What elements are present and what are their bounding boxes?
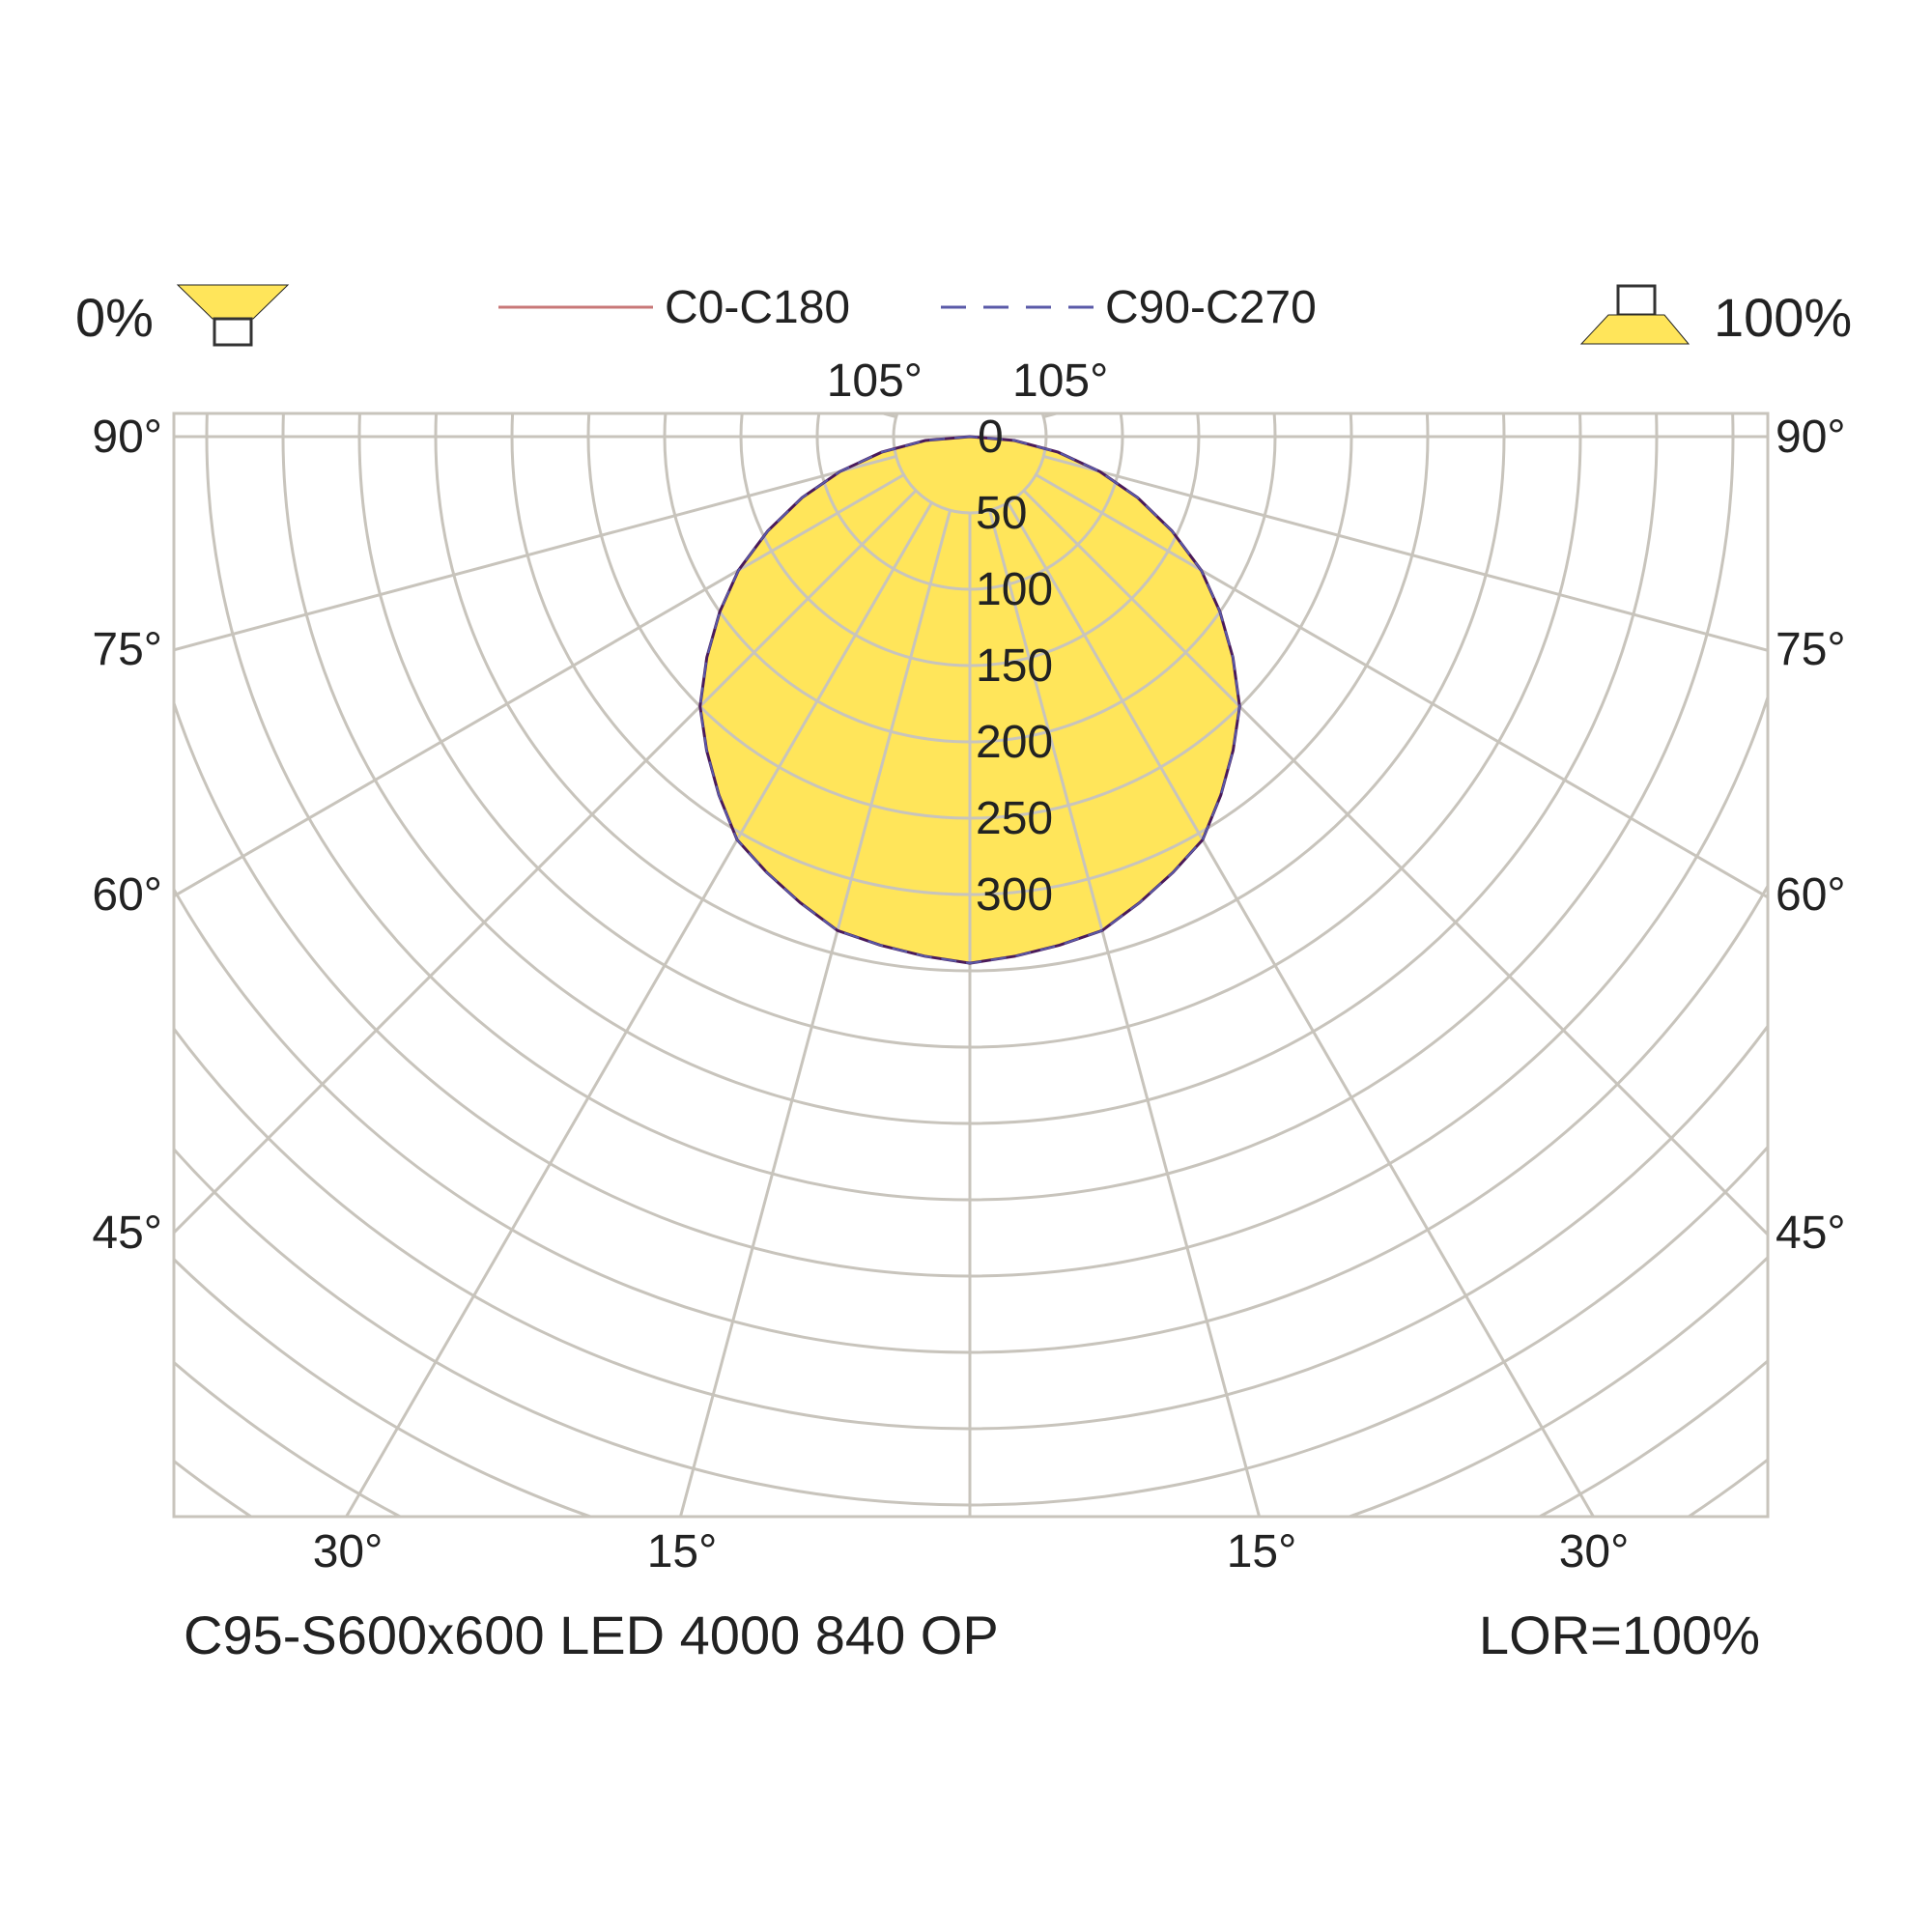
angle-label-right: 60° — [1776, 869, 1846, 921]
angle-label-left: 45° — [92, 1208, 162, 1259]
radial-tick-label: 0 — [978, 412, 1004, 463]
radial-tick-label: 200 — [976, 717, 1053, 768]
downward-percent: 0% — [75, 287, 154, 348]
grid-spoke — [678, 509, 952, 1517]
grid-spoke — [1035, 473, 1768, 899]
grid-spoke — [987, 509, 1262, 1517]
angle-label-bottom: 15° — [1227, 1526, 1297, 1577]
grid-spoke — [174, 454, 897, 652]
angle-label-right: 90° — [1776, 412, 1846, 463]
angle-label-left: 75° — [92, 624, 162, 675]
lor-value: LOR=100% — [1479, 1605, 1760, 1665]
radial-tick-label: 300 — [976, 869, 1053, 921]
grid-spoke — [1042, 454, 1768, 652]
angle-label-bottom: 15° — [647, 1526, 718, 1577]
upward-percent: 100% — [1714, 287, 1852, 348]
legend-label-c0-c180: C0-C180 — [665, 282, 850, 333]
angle-label-right: 45° — [1776, 1208, 1846, 1259]
radial-tick-label: 100 — [976, 564, 1053, 615]
downlight-icon — [176, 284, 290, 347]
grid-spoke — [174, 489, 918, 1236]
series-line-c90-c270 — [698, 435, 1241, 965]
grid-spoke — [1022, 489, 1768, 1237]
angle-label-right: 75° — [1776, 624, 1846, 675]
series-layer — [698, 435, 1241, 965]
grid-spoke — [174, 473, 905, 898]
radial-tick-label: 50 — [976, 488, 1027, 539]
uplight-icon — [1579, 284, 1690, 345]
angle-label-bottom: 30° — [1559, 1526, 1630, 1577]
angle-label-left: 60° — [92, 869, 162, 921]
grid-spoke — [344, 501, 933, 1517]
angle-label-top: 105° — [827, 355, 923, 407]
radial-tick-label: 250 — [976, 793, 1053, 844]
angle-label-left: 90° — [92, 412, 162, 463]
angle-label-top: 105° — [1012, 355, 1108, 407]
grid-spoke — [1007, 501, 1596, 1517]
polar-grid — [174, 413, 1768, 1517]
grid-spoke — [877, 413, 897, 419]
legend-label-c90-c270: C90-C270 — [1105, 282, 1317, 333]
product-name: C95-S600x600 LED 4000 840 OP — [184, 1605, 999, 1665]
radial-tick-label: 150 — [976, 640, 1053, 692]
angle-label-bottom: 30° — [313, 1526, 384, 1577]
label-layer: 0 50 100 150 200 250 300 105° 105° 90° 75° 60° 45° 90… — [92, 355, 1845, 1577]
grid-spoke — [1042, 413, 1063, 419]
